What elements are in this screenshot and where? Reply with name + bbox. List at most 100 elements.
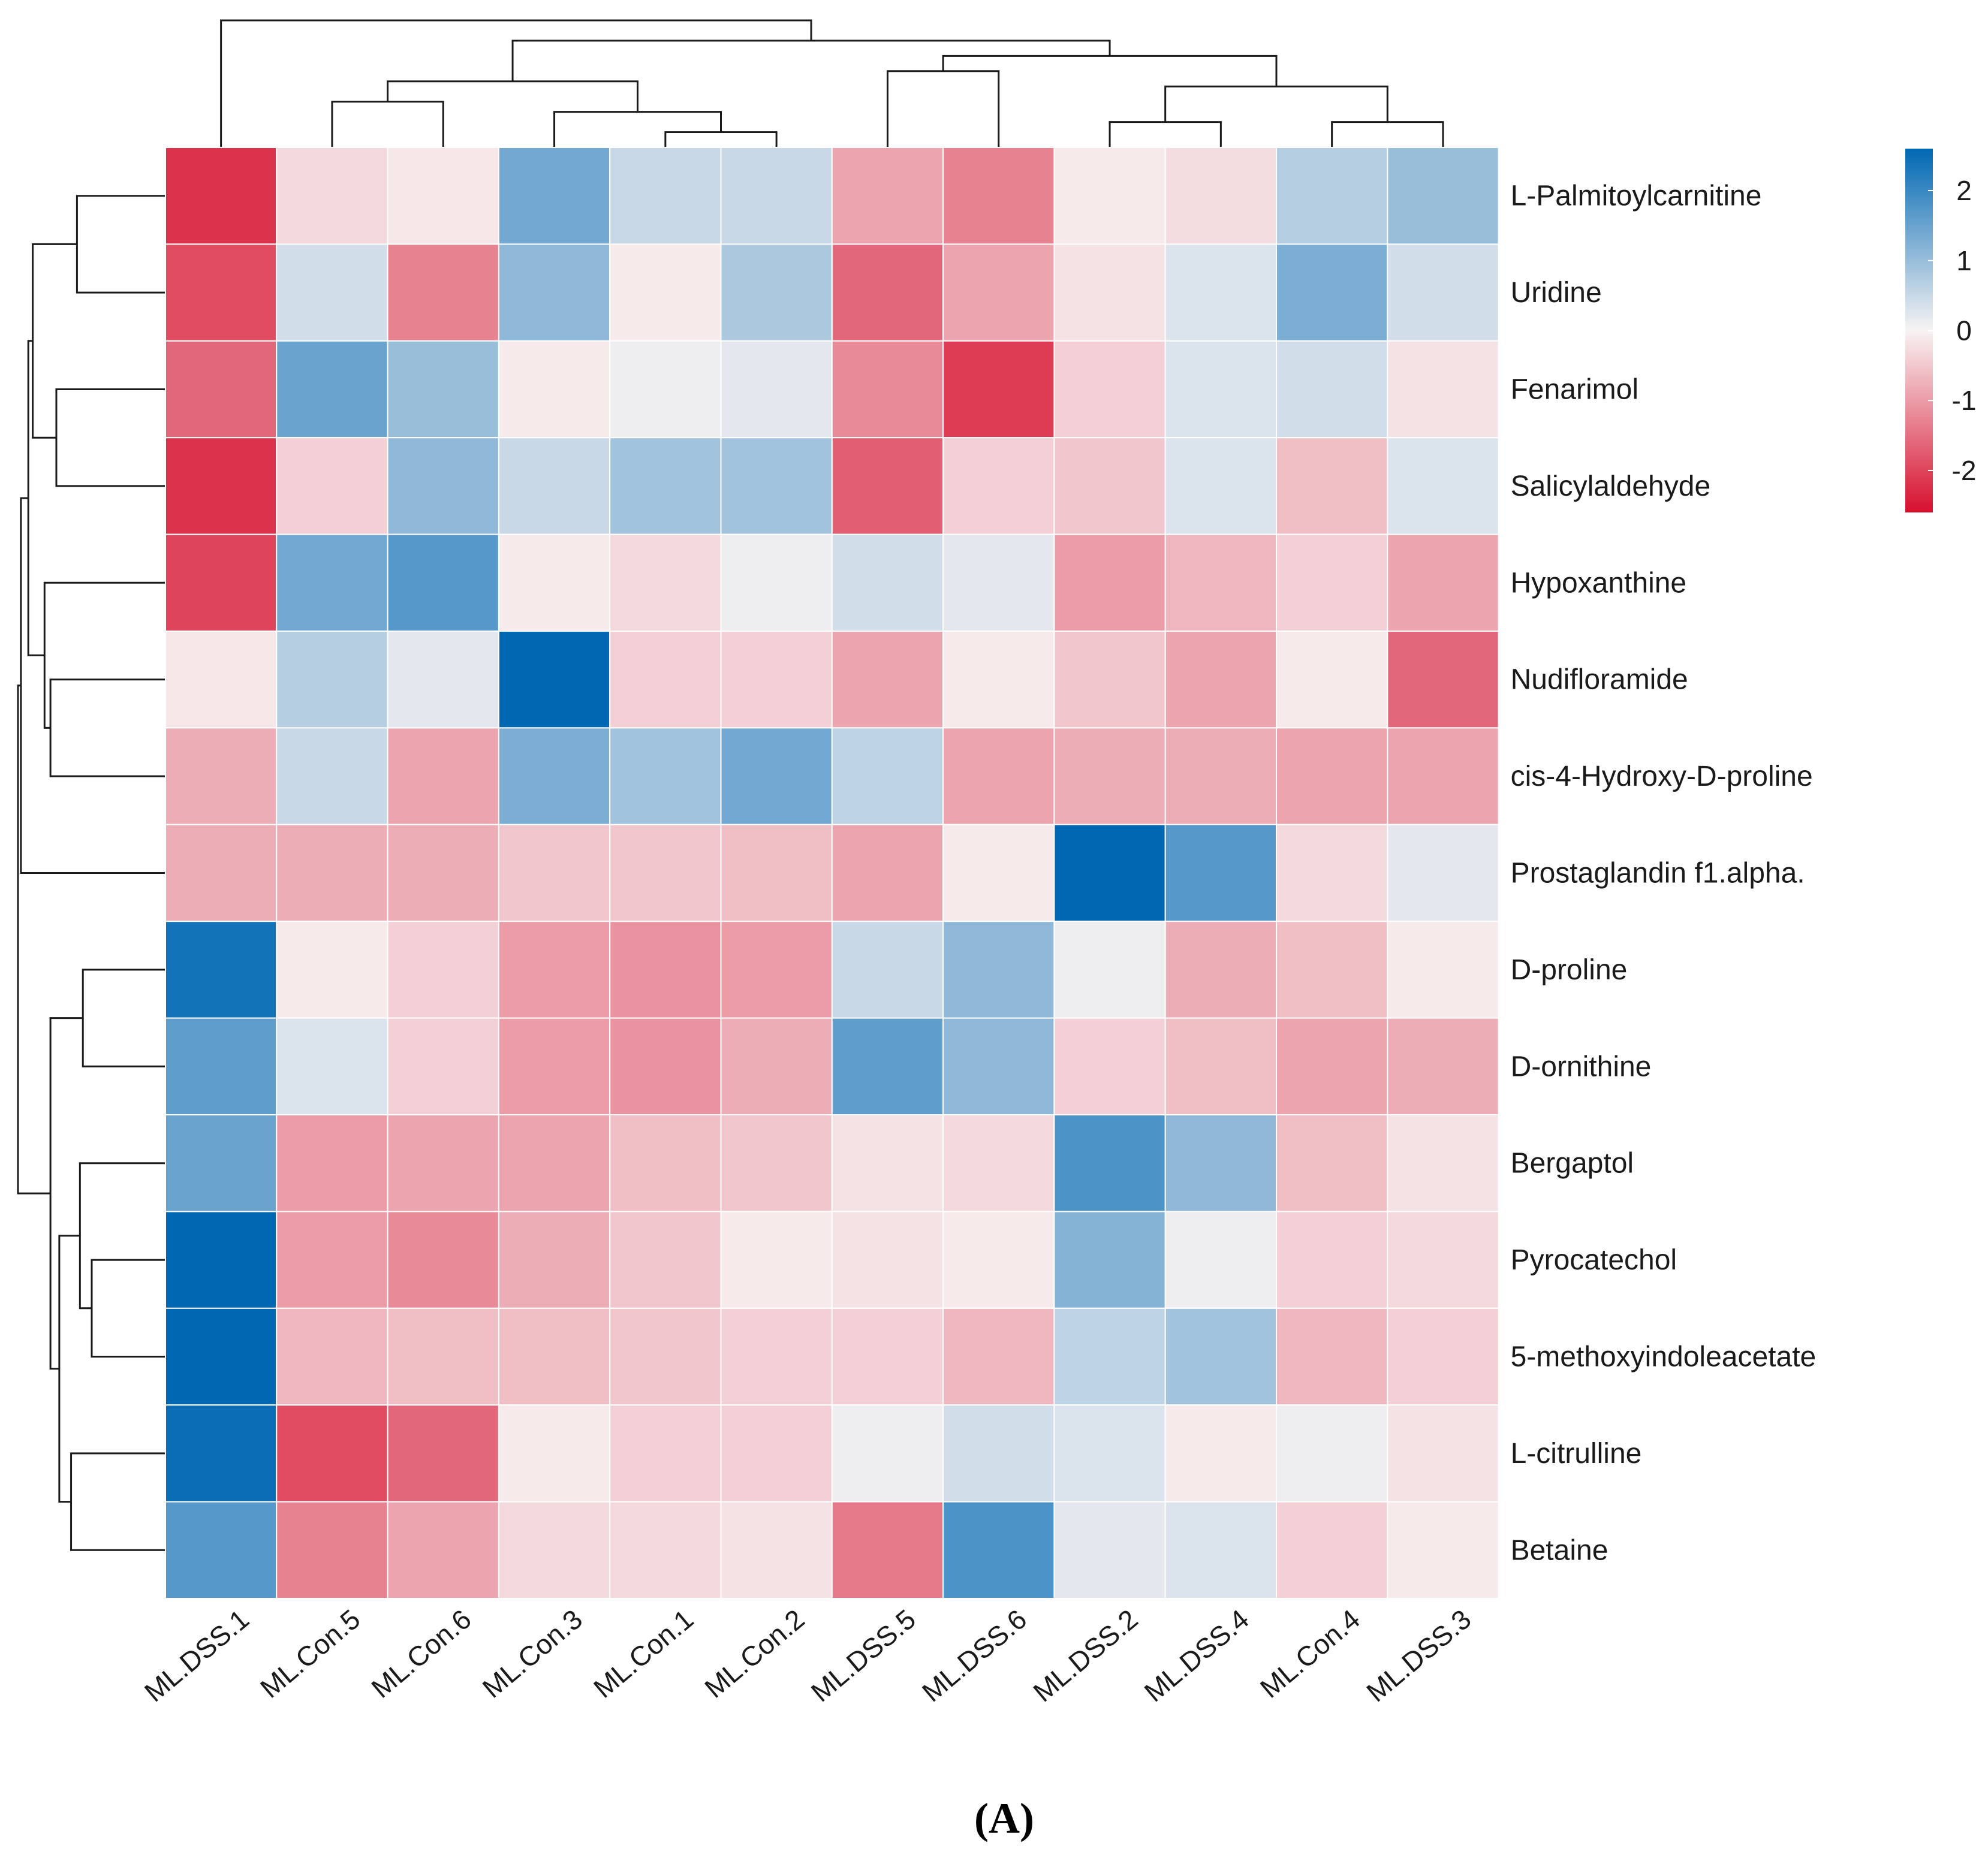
heatmap-cell bbox=[831, 1017, 944, 1115]
heatmap-cell bbox=[720, 340, 833, 439]
heatmap-cell bbox=[609, 437, 722, 535]
dendrogram-branch bbox=[91, 1259, 165, 1358]
heatmap-cell bbox=[609, 243, 722, 342]
heatmap-cell bbox=[387, 727, 499, 825]
heatmap-cell bbox=[1164, 437, 1277, 535]
heatmap-cell bbox=[1164, 1404, 1277, 1503]
heatmap-cell bbox=[720, 1404, 833, 1503]
row-label: L-Palmitoylcarnitine bbox=[1511, 180, 1762, 212]
heatmap-cell bbox=[831, 631, 944, 729]
column-label: ML.DSS.1 bbox=[138, 1603, 255, 1708]
row-label: Nudifloramide bbox=[1511, 664, 1688, 696]
heatmap-cell bbox=[387, 631, 499, 729]
heatmap-cell bbox=[498, 631, 611, 729]
heatmap-cell bbox=[1164, 1017, 1277, 1115]
column-label: ML.DSS.5 bbox=[805, 1603, 921, 1708]
heatmap-cell bbox=[276, 824, 388, 922]
heatmap-cell bbox=[1276, 243, 1388, 342]
heatmap-cell bbox=[165, 824, 278, 922]
heatmap-cell bbox=[831, 1501, 944, 1600]
heatmap-cell bbox=[1164, 921, 1277, 1019]
heatmap-cell bbox=[942, 340, 1055, 439]
heatmap-cell bbox=[942, 1211, 1055, 1309]
heatmap-cell bbox=[1387, 631, 1499, 729]
heatmap-cell bbox=[165, 1017, 278, 1115]
dendrogram-branch bbox=[79, 1162, 165, 1310]
heatmap-cell bbox=[1053, 340, 1166, 439]
heatmap-cell bbox=[942, 243, 1055, 342]
heatmap-cell bbox=[1164, 631, 1277, 729]
row-labels: L-Palmitoylcarnitine Uridine Fenarimol Sali… bbox=[1511, 180, 1817, 1567]
row-label: Prostaglandin f1.alpha. bbox=[1511, 858, 1805, 889]
heatmap-cell bbox=[1053, 631, 1166, 729]
heatmap-cell bbox=[387, 921, 499, 1019]
heatmap-cell bbox=[1276, 631, 1388, 729]
column-dendrogram bbox=[220, 19, 1444, 147]
heatmap-cell bbox=[831, 824, 944, 922]
heatmap-cell bbox=[165, 243, 278, 342]
heatmap-cell bbox=[720, 824, 833, 922]
heatmap-cell bbox=[609, 1501, 722, 1600]
heatmap-cell bbox=[831, 1404, 944, 1503]
dendrogram-branch bbox=[32, 243, 77, 439]
column-label: ML.Con.4 bbox=[1254, 1603, 1366, 1704]
heatmap-cell bbox=[1276, 437, 1388, 535]
heatmap-cell bbox=[1387, 1211, 1499, 1309]
heatmap-cell bbox=[498, 824, 611, 922]
row-dendrogram bbox=[17, 195, 165, 1551]
heatmap-cell bbox=[1387, 1307, 1499, 1406]
row-label: Bergaptol bbox=[1511, 1148, 1634, 1180]
dendrogram-branch bbox=[1109, 121, 1222, 147]
colorbar-legend: 2 1 0 -1 -2 bbox=[1905, 149, 1976, 512]
heatmap-cell bbox=[1164, 147, 1277, 245]
heatmap-cell bbox=[942, 1307, 1055, 1406]
heatmap-cell bbox=[165, 533, 278, 632]
dendrogram-branch bbox=[1331, 121, 1444, 147]
heatmap-cell bbox=[1387, 1017, 1499, 1115]
heatmap-cell bbox=[498, 1114, 611, 1212]
row-label: Uridine bbox=[1511, 277, 1602, 309]
heatmap-cell bbox=[1164, 1501, 1277, 1600]
dendrogram-branch bbox=[20, 497, 165, 874]
heatmap-cell bbox=[276, 921, 388, 1019]
heatmap-cell bbox=[1164, 1307, 1277, 1406]
heatmap-cell bbox=[609, 1404, 722, 1503]
heatmap-cell bbox=[498, 437, 611, 535]
heatmap-cell bbox=[498, 147, 611, 245]
heatmap-cell bbox=[276, 727, 388, 825]
dendrogram-branch bbox=[17, 684, 51, 1195]
dendrogram-branch bbox=[331, 101, 444, 147]
heatmap-cell bbox=[276, 1017, 388, 1115]
heatmap-cell bbox=[1387, 921, 1499, 1019]
heatmap-cell bbox=[1053, 1404, 1166, 1503]
heatmap-cell bbox=[1387, 437, 1499, 535]
heatmap-cell bbox=[1053, 1307, 1166, 1406]
heatmap-cell bbox=[1387, 727, 1499, 825]
heatmap-cell bbox=[165, 1501, 278, 1600]
heatmap-cell bbox=[165, 147, 278, 245]
heatmap-cell bbox=[609, 1307, 722, 1406]
heatmap-cell bbox=[276, 1307, 388, 1406]
heatmap-cell bbox=[276, 147, 388, 245]
heatmap-cell bbox=[1276, 824, 1388, 922]
heatmap-cell bbox=[276, 533, 388, 632]
column-label: ML.DSS.2 bbox=[1027, 1603, 1143, 1708]
heatmap-cell bbox=[609, 824, 722, 922]
dendrogram-branch bbox=[82, 969, 165, 1067]
heatmap-cell bbox=[942, 727, 1055, 825]
dendrogram-branch bbox=[886, 70, 1000, 147]
heatmap-cell bbox=[1053, 533, 1166, 632]
heatmap-cell bbox=[942, 437, 1055, 535]
heatmap-cell bbox=[831, 533, 944, 632]
heatmap-cell bbox=[1164, 727, 1277, 825]
heatmap-cell bbox=[1276, 1404, 1388, 1503]
dendrogram-branch bbox=[58, 1235, 80, 1503]
heatmap-cell bbox=[720, 243, 833, 342]
heatmap-cell bbox=[498, 727, 611, 825]
heatmap-cell bbox=[609, 340, 722, 439]
row-label: D-ornithine bbox=[1511, 1051, 1652, 1082]
heatmap-cell bbox=[831, 921, 944, 1019]
heatmap-cell bbox=[165, 1211, 278, 1309]
heatmap-cell bbox=[720, 727, 833, 825]
dendrogram-branch bbox=[511, 40, 1111, 82]
